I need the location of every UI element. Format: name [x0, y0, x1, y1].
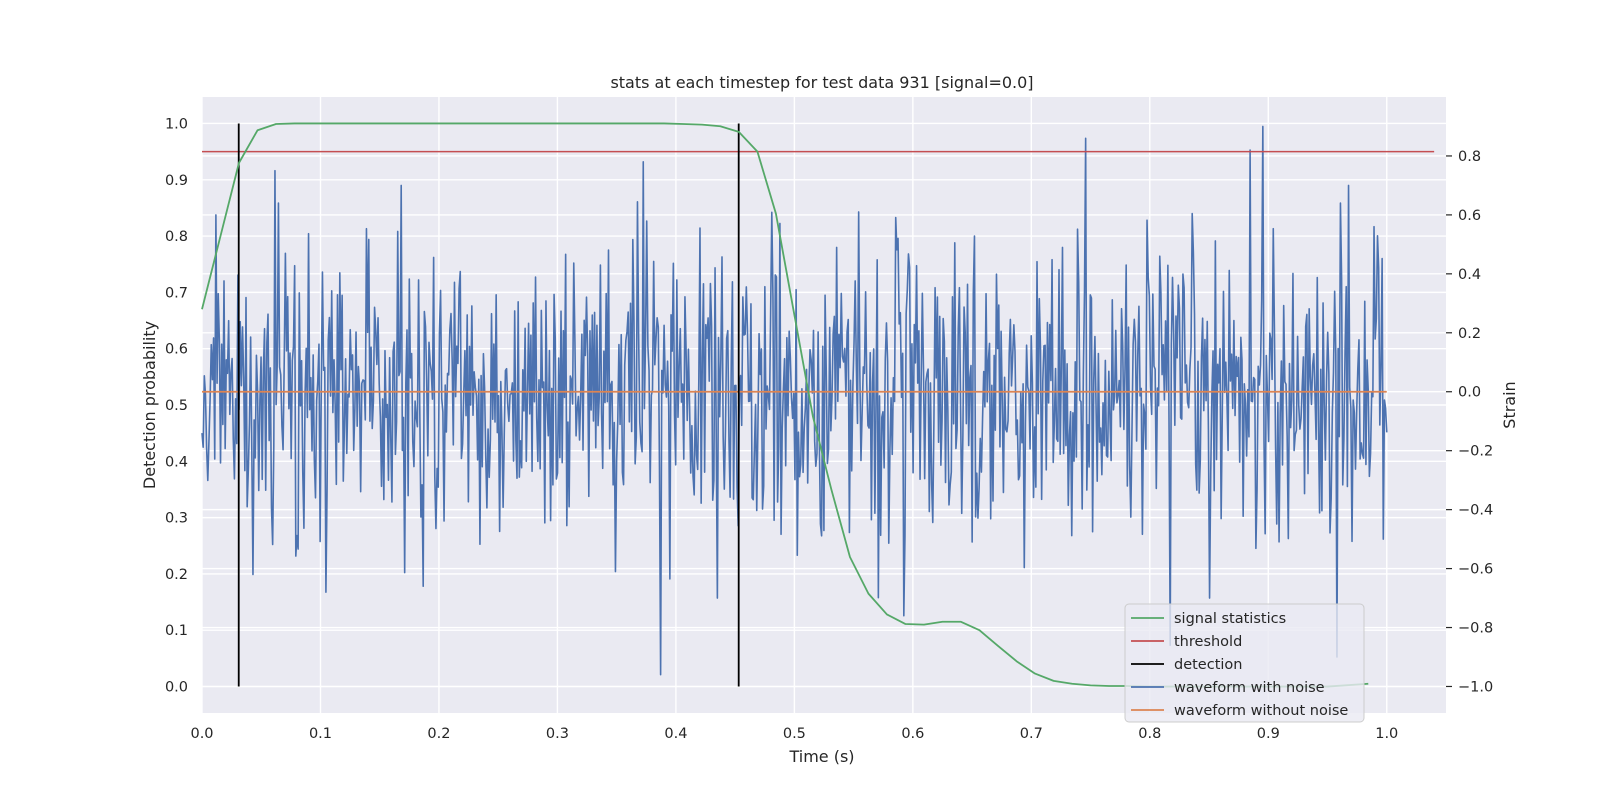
y2-tick-label: 0.8: [1458, 149, 1481, 165]
y-tick-label: 0.4: [165, 454, 188, 470]
x-tick-labels: 0.0 0.1 0.2 0.3 0.4 0.5 0.6 0.7 0.8 0.9 1.0: [190, 726, 1398, 742]
y2-tick-labels: −1.0 −0.8 −0.6 −0.4 −0.2 0.0 0.2 0.4 0.6 0.8: [1446, 149, 1493, 695]
y-tick-label: 0.0: [165, 680, 188, 696]
y-tick-label: 0.6: [165, 342, 188, 358]
y2-tick-label: −0.8: [1458, 621, 1493, 637]
y-tick-label: 0.8: [165, 229, 188, 245]
x-tick-label: 0.6: [901, 726, 924, 742]
waveform-with-noise-line: [201, 125, 1388, 676]
y2-tick-label: −0.2: [1458, 444, 1493, 460]
legend-label-clean: waveform without noise: [1174, 703, 1348, 719]
x-tick-label: 0.3: [546, 726, 569, 742]
x-axis-label: Time (s): [788, 747, 854, 766]
legend-label-threshold: threshold: [1174, 634, 1242, 650]
y2-axis-label: Strain: [1500, 381, 1519, 428]
y2-tick-label: −0.6: [1458, 562, 1493, 578]
y-axis-label: Detection probability: [140, 321, 159, 489]
y2-tick-label: −1.0: [1458, 679, 1493, 695]
x-tick-label: 0.1: [309, 726, 332, 742]
x-tick-label: 0.0: [190, 726, 213, 742]
x-tick-label: 0.2: [427, 726, 450, 742]
y-tick-label: 0.7: [165, 285, 188, 301]
x-tick-label: 0.8: [1138, 726, 1161, 742]
y-tick-label: 0.3: [165, 511, 188, 527]
x-tick-label: 1.0: [1375, 726, 1398, 742]
y-tick-label: 0.2: [165, 567, 188, 583]
y2-tick-label: 0.4: [1458, 267, 1481, 283]
y-tick-labels: 0.0 0.1 0.2 0.3 0.4 0.5 0.6 0.7 0.8 0.9 1.0: [165, 116, 188, 695]
legend: signal statistics threshold detection wa…: [1124, 603, 1365, 723]
legend-label-signal: signal statistics: [1174, 611, 1286, 627]
x-tick-label: 0.4: [664, 726, 687, 742]
y2-tick-label: 0.2: [1458, 326, 1481, 342]
y-tick-label: 0.1: [165, 623, 188, 639]
x-tick-label: 0.5: [783, 726, 806, 742]
x-tick-label: 0.7: [1020, 726, 1043, 742]
legend-label-noisy: waveform with noise: [1174, 680, 1325, 696]
signal-statistics-line: [201, 122, 1369, 688]
y2-tick-label: −0.4: [1458, 503, 1493, 519]
y2-tick-label: 0.0: [1458, 385, 1481, 401]
legend-box: [1124, 603, 1365, 723]
y-tick-label: 1.0: [165, 116, 188, 132]
plot-lines: [201, 122, 1435, 688]
x-tick-label: 0.9: [1257, 726, 1280, 742]
y2-tick-label: 0.6: [1458, 208, 1481, 224]
y-tick-label: 0.9: [165, 173, 188, 189]
y-tick-label: 0.5: [165, 398, 188, 414]
legend-label-detection: detection: [1174, 657, 1242, 673]
chart-title: stats at each timestep for test data 931…: [610, 73, 1033, 92]
